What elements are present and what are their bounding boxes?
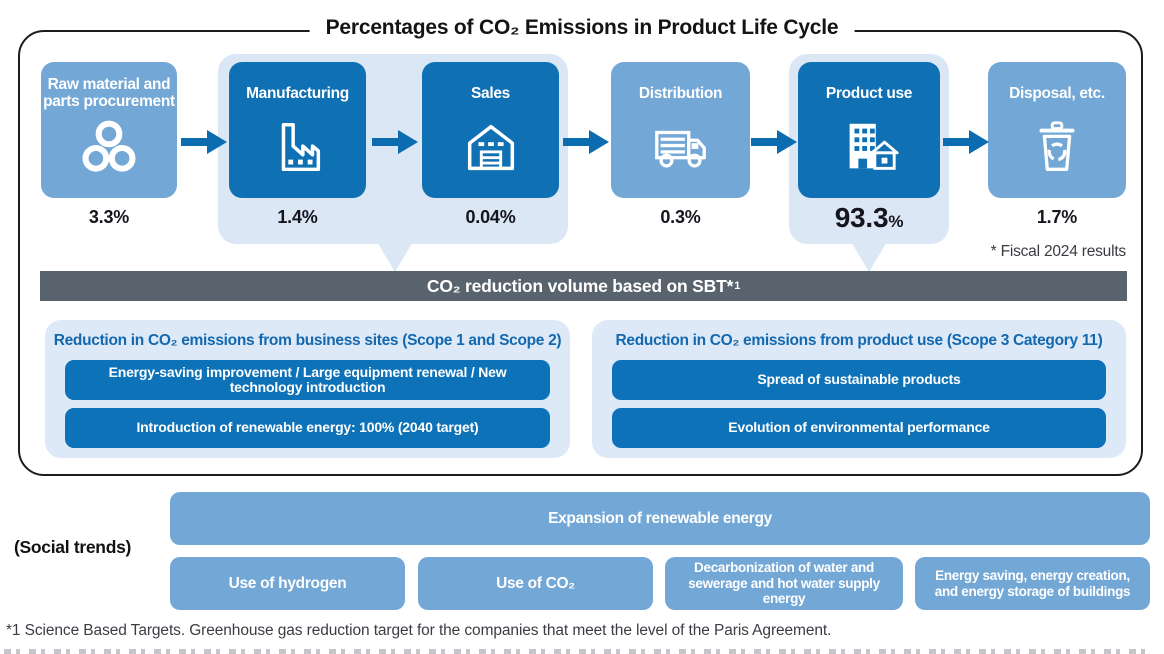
stage-label: Distribution: [638, 84, 723, 102]
flow-arrow-icon: [181, 130, 227, 154]
factory-icon: [281, 123, 320, 172]
measure-pill: Spread of sustainable products: [612, 360, 1106, 400]
stage-value: 1.4%: [277, 207, 318, 227]
stage-box-sales: Sales: [422, 62, 559, 198]
stage-label: Product use: [825, 84, 913, 102]
flow-arrow-icon: [372, 130, 418, 154]
stage-label: Disposal, etc.: [1009, 84, 1105, 102]
stage-box-raw-material: Raw material and parts procurement: [41, 62, 177, 198]
trend-bar-renewable-energy: Expansion of renewable energy: [170, 492, 1150, 545]
measure-pill: Energy-saving improvement / Large equipm…: [65, 360, 550, 400]
stage-box-product-use: Product use: [798, 62, 940, 198]
stage-value: 93.3%: [834, 202, 904, 233]
trend-bar-building-energy: Energy saving, energy creation, and ener…: [915, 557, 1150, 610]
stage-label: Sales: [470, 84, 510, 102]
product-use-reduction-panel: Reduction in CO₂ emissions from product …: [592, 320, 1126, 458]
stage-raw-material: Raw material and parts procurement 3.3%: [41, 62, 177, 228]
bubble-pointer: [851, 242, 887, 272]
truck-icon: [654, 130, 706, 168]
stage-product-use: Product use 93.3%: [798, 62, 940, 234]
stage-box-distribution: Distribution: [611, 62, 750, 198]
store-icon: [467, 124, 514, 171]
cutoff-text-strip: [4, 649, 1154, 654]
sbt-banner-label: CO₂ reduction volume based on SBT*: [426, 275, 734, 296]
rings-icon: [82, 120, 136, 172]
recycle-bin-icon: [1039, 121, 1075, 171]
trend-bar-hydrogen: Use of hydrogen: [170, 557, 405, 610]
social-trends-label: (Social trends): [14, 537, 132, 557]
stage-value: 1.7%: [1036, 207, 1078, 227]
trend-bar-co2: Use of CO₂: [418, 557, 653, 610]
business-sites-reduction-panel: Reduction in CO₂ emissions from business…: [45, 320, 570, 458]
stage-box-disposal: Disposal, etc.: [988, 62, 1126, 198]
stage-label: Manufacturing: [246, 84, 349, 102]
trend-bar-water-decarbonization: Decarbonization of water and sewerage an…: [665, 557, 903, 610]
stage-value: 3.3%: [88, 207, 130, 227]
stage-label: Raw material and parts procurement: [43, 76, 175, 110]
measure-pill: Evolution of environmental performance: [612, 408, 1106, 448]
page-title: Percentages of CO₂ Emissions in Product …: [309, 16, 855, 40]
stage-disposal: Disposal, etc. 1.7%: [988, 62, 1126, 228]
sbt-banner: CO₂ reduction volume based on SBT* 1: [40, 271, 1127, 301]
bubble-pointer: [377, 242, 413, 272]
measure-pill: Introduction of renewable energy: 100% (…: [65, 408, 550, 448]
flow-arrow-icon: [751, 130, 797, 154]
building-house-icon: [849, 123, 899, 170]
flow-arrow-icon: [943, 130, 989, 154]
stage-value: 0.3%: [660, 207, 701, 227]
stage-distribution: Distribution 0.3%: [611, 62, 750, 228]
fiscal-note: * Fiscal 2024 results: [990, 243, 1127, 260]
stage-box-manufacturing: Manufacturing: [229, 62, 366, 198]
sbt-footnote-marker: 1: [734, 280, 741, 292]
stage-manufacturing: Manufacturing 1.4%: [229, 62, 366, 228]
sbt-footnote: *1 Science Based Targets. Greenhouse gas…: [6, 622, 832, 639]
stage-value: 0.04%: [465, 207, 516, 227]
stage-sales: Sales 0.04%: [422, 62, 559, 228]
panel-heading: Reduction in CO₂ emissions from product …: [615, 332, 1103, 349]
panel-heading: Reduction in CO₂ emissions from business…: [53, 332, 562, 349]
flow-arrow-icon: [563, 130, 609, 154]
